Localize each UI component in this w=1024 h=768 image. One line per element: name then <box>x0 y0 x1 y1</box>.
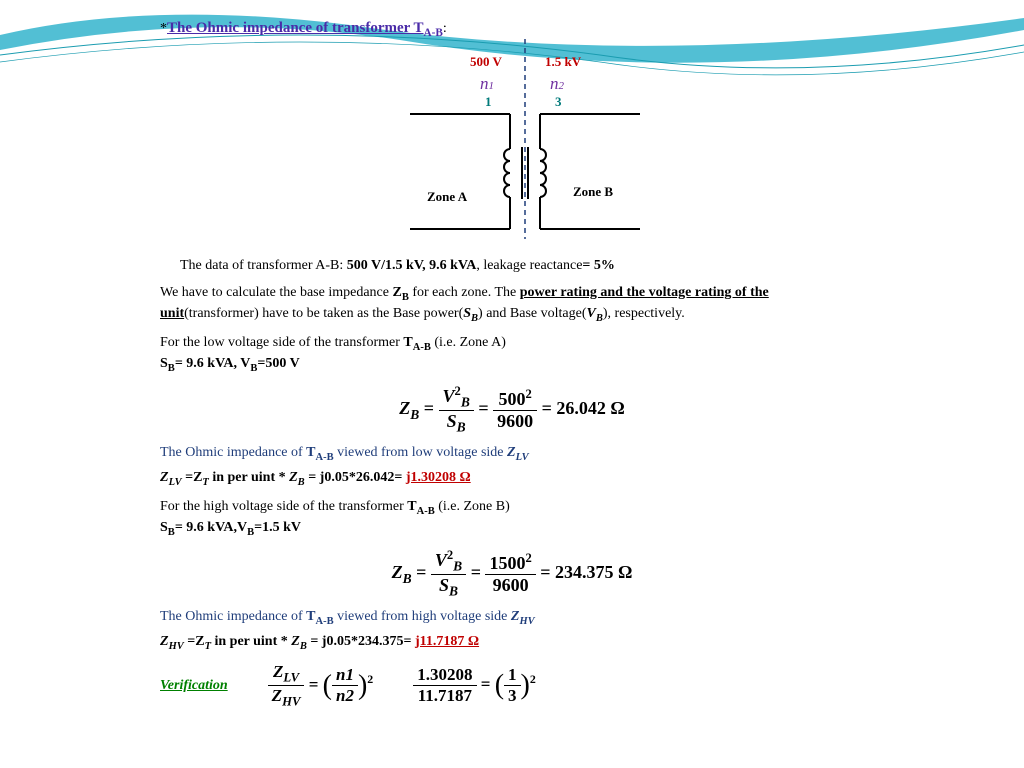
equation-3b: 1.3020811.7187 = (13)2 <box>413 665 536 706</box>
para-zhv-desc: The Ohmic impedance of TA-B viewed from … <box>160 608 864 629</box>
para-hv: For the high voltage side of the transfo… <box>160 498 864 540</box>
transformer-diagram: 500 V 1.5 kV n1 n2 1 3 Zone A Zone B <box>160 39 864 249</box>
equation-1: ZB = V2BSB = 50029600 = 26.042 Ω <box>160 384 864 436</box>
verification-row: Verification ZLVZHV = (n1n2)2 1.3020811.… <box>160 662 864 710</box>
equation-3a: ZLVZHV = (n1n2)2 <box>268 662 374 710</box>
verification-label: Verification <box>160 678 228 694</box>
para-lv: For the low voltage side of the transfor… <box>160 334 864 376</box>
title: *The Ohmic impedance of transformer TA-B… <box>160 20 864 39</box>
para-zhv-calc: ZHV =ZT in per uint * ZB = j0.05*234.375… <box>160 633 864 654</box>
transformer-svg <box>160 39 880 249</box>
equation-2: ZB = V2BSB = 150029600 = 234.375 Ω <box>160 548 864 600</box>
para-zlv-desc: The Ohmic impedance of TA-B viewed from … <box>160 444 864 465</box>
data-line: The data of transformer A-B: 500 V/1.5 k… <box>180 257 864 276</box>
para-base: We have to calculate the base impedance … <box>160 284 864 326</box>
para-zlv-calc: ZLV =ZT in per uint * ZB = j0.05*26.042=… <box>160 469 864 490</box>
title-star: * <box>160 21 167 36</box>
